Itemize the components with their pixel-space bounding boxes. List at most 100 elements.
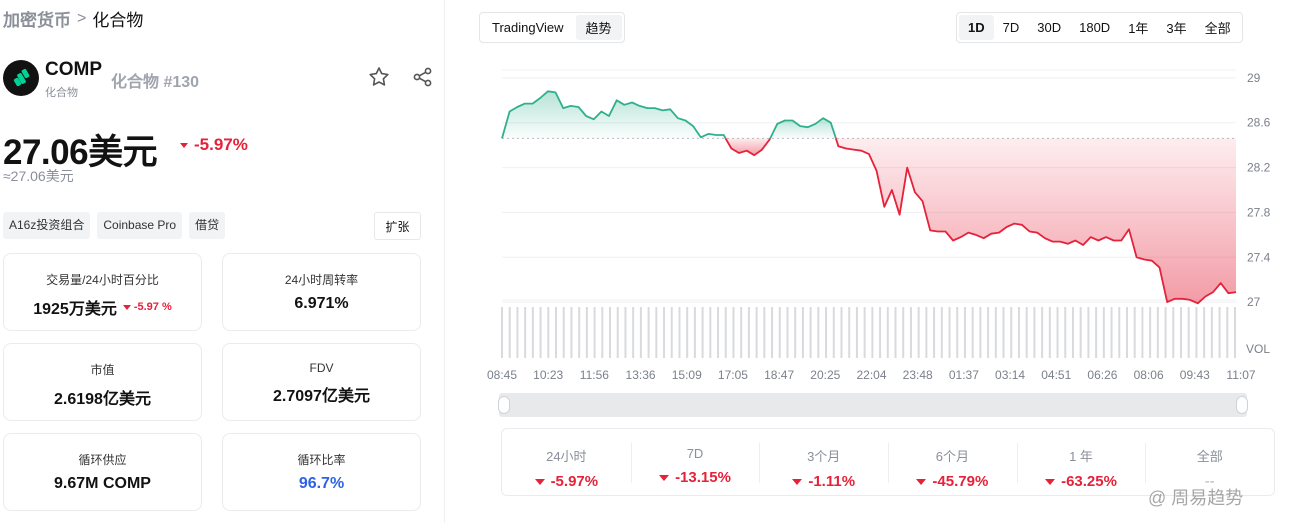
- x-tick-label: 17:05: [718, 368, 748, 382]
- tag-list: A16z投资组合 Coinbase Pro 借贷: [3, 212, 226, 239]
- trend-tab[interactable]: 趋势: [575, 15, 622, 40]
- volume-bar: [709, 307, 712, 358]
- time-range-selector: 1D 7D 30D 180D 1年 3年 全部: [956, 12, 1243, 43]
- perf-value: -1.11%: [808, 473, 856, 490]
- price-chart[interactable]: 29 28.6 28.2 27.8 27.4 27 VOL 08:45 10:23 11:56 13…: [480, 60, 1298, 390]
- coin-header: COMP 化合物 化合物 #130: [3, 59, 435, 100]
- volume-bar: [848, 307, 851, 358]
- x-tick-label: 01:37: [949, 368, 979, 382]
- volume-bar: [678, 307, 681, 358]
- current-price: 27.06美元: [3, 133, 158, 172]
- down-arrow-icon: [180, 142, 188, 148]
- x-tick-label: 22:04: [856, 368, 886, 382]
- breadcrumb-current: 化合物: [92, 11, 144, 30]
- volume-bar: [871, 307, 874, 358]
- volume-bar: [539, 307, 542, 358]
- compound-logo-icon: [3, 60, 39, 96]
- stat-value-row: 1925万美元 -5.97 %: [4, 295, 201, 319]
- range-3y[interactable]: 3年: [1166, 21, 1187, 36]
- stat-label: 24小时周转率: [284, 273, 359, 287]
- down-arrow-icon: [916, 478, 927, 485]
- volume-bar: [562, 307, 565, 358]
- volume-bar: [1195, 307, 1198, 358]
- range-30d[interactable]: 30D: [1037, 20, 1062, 35]
- share-icon[interactable]: [411, 65, 435, 89]
- volume-bar: [1118, 307, 1121, 358]
- price-chart-svg: 29 28.6 28.2 27.8 27.4 27 VOL 08:45 10:23 11:56 13…: [487, 69, 1271, 382]
- breadcrumb-root-link[interactable]: 加密货币: [3, 11, 71, 30]
- range-7d[interactable]: 7D: [1002, 20, 1020, 35]
- price-approx: ≈27.06美元: [3, 168, 74, 184]
- volume-bar: [794, 307, 797, 358]
- volume-bar: [524, 307, 527, 358]
- performance-summary: 24小时 -5.97% 7D -13.15% 3个月 -1.11% 6个月 -4…: [501, 428, 1275, 496]
- x-tick-label: 11:56: [580, 368, 609, 382]
- volume-bar: [786, 307, 789, 358]
- tag-coinbase-pro[interactable]: Coinbase Pro: [97, 212, 183, 239]
- perf-label: 1 年: [1069, 449, 1093, 464]
- range-1d[interactable]: 1D: [959, 15, 994, 40]
- coin-info-panel: 加密货币 > 化合物 COMP 化合物 化合物 #130 27.06美元 -5.…: [0, 0, 440, 523]
- chart-range-scroller[interactable]: [498, 393, 1248, 417]
- stat-label: 循环供应: [78, 453, 127, 467]
- stat-change: -5.97 %: [122, 301, 172, 313]
- volume-bar: [994, 307, 997, 358]
- volume-bar: [1210, 307, 1213, 358]
- volume-bar: [686, 307, 689, 358]
- volume-bar: [1164, 307, 1167, 358]
- stat-market-cap: 市值 2.6198亿美元: [3, 343, 202, 421]
- volume-bar: [601, 307, 604, 358]
- panel-divider: [444, 0, 445, 523]
- stat-value: 1925万美元: [33, 301, 117, 318]
- volume-bar: [840, 307, 843, 358]
- scroller-right-handle[interactable]: [1236, 396, 1248, 414]
- x-tick-label: 06:26: [1087, 368, 1117, 382]
- volume-bar: [925, 307, 928, 358]
- down-arrow-icon: [534, 478, 545, 485]
- volume-bar: [1156, 307, 1159, 358]
- volume-bar: [909, 307, 912, 358]
- tradingview-tab[interactable]: TradingView: [492, 20, 564, 35]
- volume-bar: [778, 307, 781, 358]
- tag-a16z[interactable]: A16z投资组合: [3, 212, 91, 239]
- volume-bar: [609, 307, 612, 358]
- coin-symbol: COMP: [45, 59, 102, 80]
- perf-value-row: -63.25%: [1017, 473, 1146, 490]
- volume-bar: [655, 307, 658, 358]
- perf-value-row: -13.15%: [631, 469, 760, 486]
- volume-bar: [516, 307, 519, 358]
- down-arrow-icon: [792, 478, 803, 485]
- y-tick-label: 27: [1247, 295, 1261, 309]
- volume-bar: [755, 307, 758, 358]
- star-icon[interactable]: [367, 65, 391, 89]
- volume-bar: [886, 307, 889, 358]
- volume-bar: [855, 307, 858, 358]
- volume-bar: [508, 307, 511, 358]
- scroller-left-handle[interactable]: [498, 396, 510, 414]
- x-tick-label: 10:23: [533, 368, 563, 382]
- volume-bar: [1141, 307, 1144, 358]
- volume-bar: [717, 307, 720, 358]
- x-tick-label: 23:48: [903, 368, 933, 382]
- stat-circulating-supply: 循环供应 9.67M COMP: [3, 433, 202, 511]
- coin-subname: 化合物: [45, 87, 78, 99]
- x-tick-label: 13:36: [626, 368, 656, 382]
- volume-bar: [547, 307, 550, 358]
- range-1y[interactable]: 1年: [1128, 21, 1149, 36]
- volume-bar: [863, 307, 866, 358]
- view-toggle: TradingView 趋势: [479, 12, 625, 43]
- volume-bar: [1125, 307, 1128, 358]
- volume-bar: [1056, 307, 1059, 358]
- range-180d[interactable]: 180D: [1079, 20, 1111, 35]
- volume-bar: [979, 307, 982, 358]
- x-tick-label: 03:14: [995, 368, 1025, 382]
- perf-label: 24小时: [546, 449, 587, 464]
- perf-value-row: -5.97%: [502, 473, 631, 490]
- stat-value: 6.971%: [294, 295, 349, 312]
- tag-lending[interactable]: 借贷: [189, 212, 226, 239]
- expand-button[interactable]: 扩张: [374, 212, 421, 240]
- volume-bar: [531, 307, 534, 358]
- perf-value: -63.25%: [1061, 473, 1117, 490]
- volume-bar: [1172, 307, 1175, 358]
- range-all[interactable]: 全部: [1204, 21, 1231, 36]
